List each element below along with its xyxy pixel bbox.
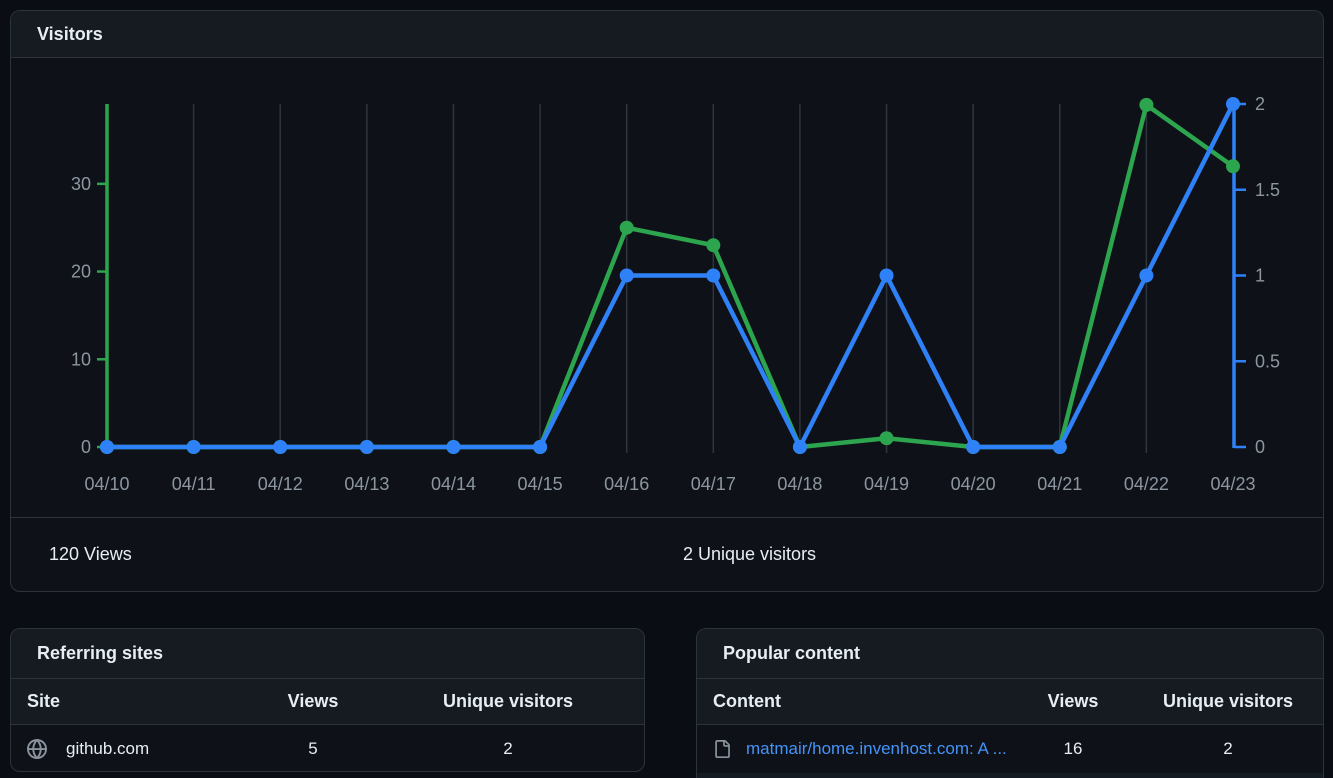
file-icon [715,740,730,758]
visitors-totals: 120 Views 2 Unique visitors [11,517,1323,591]
visitors-panel: Visitors 0 10 20 30 0 0.5 1 1.5 2 04/10 04/11 04/12… [10,10,1324,592]
column-unique-visitors: Unique visitors [1162,691,1294,711]
svg-text:04/17: 04/17 [691,474,736,494]
tables-row: Referring sites Site Views Unique visito… [10,628,1324,778]
svg-text:04/12: 04/12 [258,474,303,494]
referring-sites-header: Site Views Unique visitors [11,679,644,725]
referrer-unique-value: 2 [503,739,513,758]
column-views: Views [1047,691,1099,711]
total-views: 120 Views [49,544,132,564]
svg-text:30: 30 [71,174,91,194]
table-row: github.com 5 2 [11,725,644,771]
svg-text:04/20: 04/20 [951,474,996,494]
popular-content-panel: Popular content Content Views Unique vis… [696,628,1324,778]
globe-icon [27,739,47,759]
svg-text:2: 2 [1255,94,1265,114]
svg-text:04/14: 04/14 [431,474,476,494]
svg-text:04/18: 04/18 [777,474,822,494]
svg-text:1: 1 [1255,266,1265,286]
svg-text:20: 20 [71,262,91,282]
svg-text:0: 0 [81,437,91,457]
svg-text:1.5: 1.5 [1255,180,1280,200]
visitors-title: Visitors [37,23,103,44]
svg-text:04/22: 04/22 [1124,474,1169,494]
svg-text:04/15: 04/15 [518,474,563,494]
svg-text:04/23: 04/23 [1210,474,1255,494]
svg-text:10: 10 [71,349,91,369]
content-views-value: 16 [1063,739,1083,758]
column-unique-visitors: Unique visitors [442,691,574,711]
svg-text:04/21: 04/21 [1037,474,1082,494]
svg-text:04/11: 04/11 [172,474,216,494]
column-views: Views [287,691,339,711]
visitors-chart: 0 10 20 30 0 0.5 1 1.5 2 04/10 04/11 04/12 04/13 04/1… [11,58,1323,517]
svg-text:04/10: 04/10 [84,474,129,494]
referrer-site-label: github.com [66,739,150,758]
visitors-line-chart: 0 10 20 30 0 0.5 1 1.5 2 04/10 04/11 04/12 04/13 04/1… [71,94,1280,494]
referring-sites-title: Referring sites [11,629,644,679]
svg-text:0.5: 0.5 [1255,351,1280,371]
svg-text:0: 0 [1255,437,1265,457]
referrer-views-value: 5 [308,739,318,758]
column-content: Content [713,691,781,711]
svg-text:04/13: 04/13 [344,474,389,494]
popular-content-title: Popular content [697,629,1323,679]
next-row-partial [697,773,1323,778]
total-unique-visitors: 2 Unique visitors [683,544,817,564]
popular-content-link[interactable]: matmair/home.invenhost.com: A ... [746,739,1007,758]
column-site: Site [27,691,61,711]
referring-sites-panel: Referring sites Site Views Unique visito… [10,628,645,772]
table-row: matmair/home.invenhost.com: A ... 16 2 [697,725,1323,773]
svg-text:04/16: 04/16 [604,474,649,494]
visitors-panel-header: Visitors [11,11,1323,58]
svg-text:04/19: 04/19 [864,474,909,494]
popular-content-header: Content Views Unique visitors [697,679,1323,725]
content-unique-value: 2 [1223,739,1233,758]
